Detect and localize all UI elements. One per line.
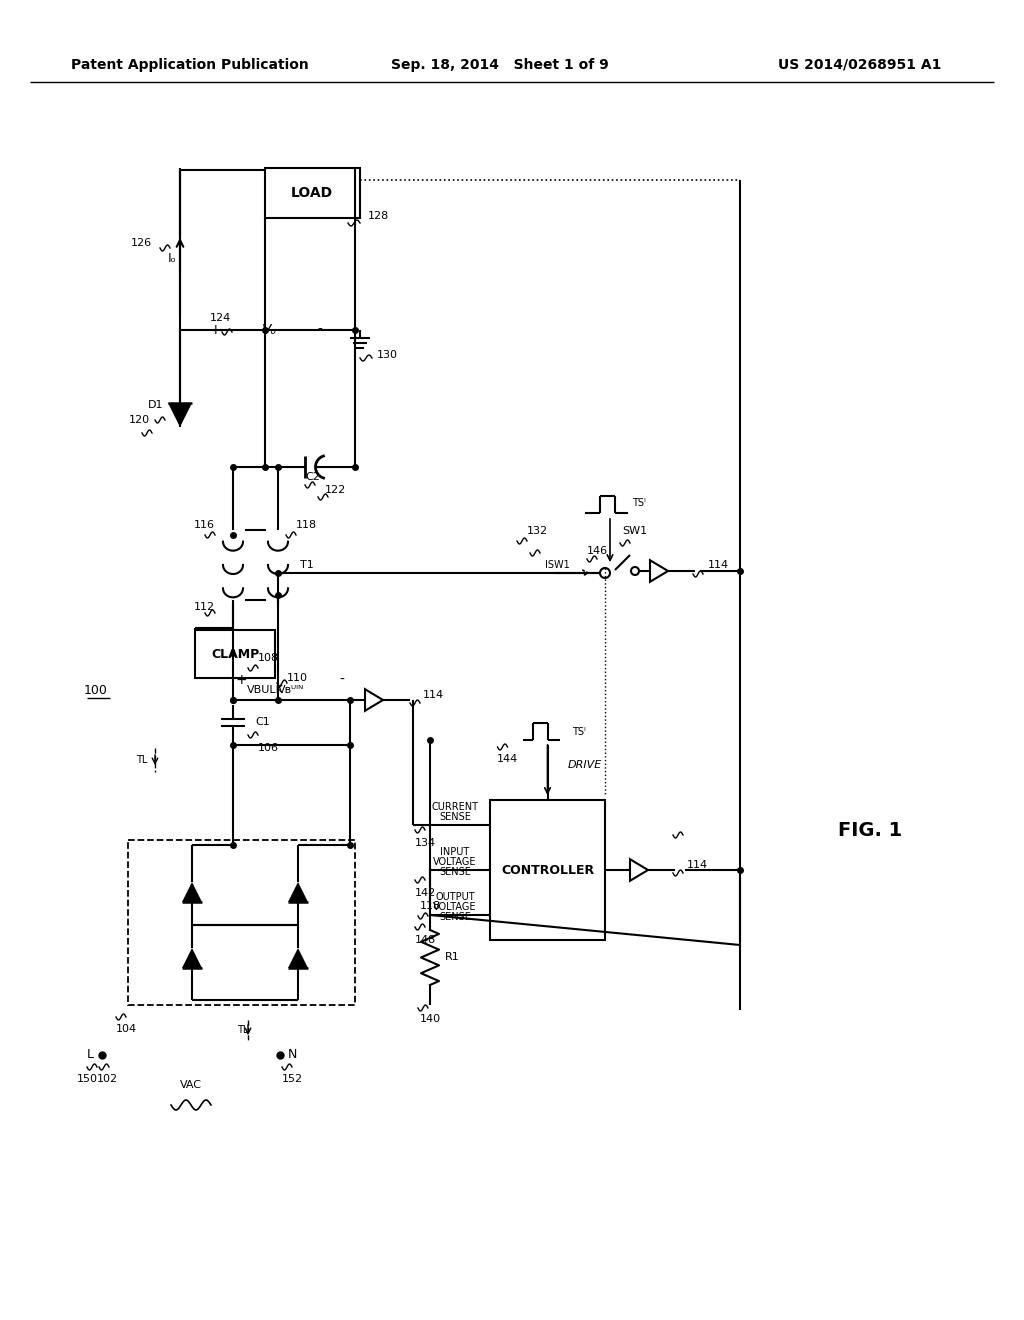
- Text: 144: 144: [497, 754, 518, 764]
- Text: 116: 116: [194, 520, 215, 531]
- Text: Patent Application Publication: Patent Application Publication: [71, 58, 309, 73]
- Text: Iₒ: Iₒ: [168, 252, 177, 264]
- Bar: [128, 840, 355, 1005]
- Text: Vʙᵁˡᴺ: Vʙᵁˡᴺ: [279, 685, 304, 696]
- Text: TSᴵ: TSᴵ: [572, 727, 587, 737]
- Text: 102: 102: [96, 1074, 118, 1084]
- Text: TL: TL: [238, 1026, 249, 1035]
- Text: 106: 106: [258, 743, 279, 752]
- Text: 120: 120: [129, 414, 150, 425]
- Text: 128: 128: [368, 211, 389, 220]
- Text: SW1: SW1: [623, 525, 647, 536]
- Text: CONTROLLER: CONTROLLER: [501, 863, 594, 876]
- Polygon shape: [168, 403, 193, 426]
- Text: C1: C1: [255, 717, 269, 727]
- Text: INPUT: INPUT: [440, 847, 470, 857]
- Text: ISW1: ISW1: [545, 560, 569, 570]
- Text: 150: 150: [77, 1074, 97, 1084]
- Text: +: +: [209, 323, 221, 337]
- Polygon shape: [365, 689, 383, 710]
- Text: 114: 114: [423, 690, 444, 700]
- Text: DRIVE: DRIVE: [567, 760, 602, 770]
- Text: 126: 126: [131, 238, 152, 248]
- Text: VBULK: VBULK: [247, 685, 284, 696]
- Text: 148: 148: [415, 935, 435, 945]
- Text: 140: 140: [420, 1014, 440, 1024]
- Text: 110: 110: [287, 673, 308, 682]
- Text: 104: 104: [116, 1024, 136, 1034]
- Text: 122: 122: [325, 484, 346, 495]
- Text: 114: 114: [687, 861, 709, 870]
- Text: 114: 114: [708, 560, 729, 570]
- Bar: [195, 630, 275, 678]
- Text: US 2014/0268951 A1: US 2014/0268951 A1: [778, 58, 942, 73]
- Polygon shape: [650, 560, 668, 582]
- Text: TSᴵ: TSᴵ: [632, 498, 646, 508]
- Text: OUTPUT: OUTPUT: [435, 892, 475, 902]
- Polygon shape: [182, 948, 202, 968]
- Text: 118: 118: [296, 520, 317, 531]
- Text: -: -: [340, 673, 344, 686]
- Text: -: -: [317, 323, 323, 337]
- Text: R1: R1: [445, 953, 460, 962]
- Text: SENSE: SENSE: [439, 812, 471, 822]
- Polygon shape: [288, 948, 308, 968]
- Text: 132: 132: [527, 525, 548, 536]
- Text: 152: 152: [282, 1074, 302, 1084]
- Polygon shape: [630, 859, 648, 880]
- Text: FIG. 1: FIG. 1: [838, 821, 902, 840]
- Polygon shape: [288, 882, 308, 902]
- Text: CURRENT: CURRENT: [431, 803, 478, 812]
- Text: SENSE: SENSE: [439, 867, 471, 876]
- Text: L: L: [86, 1048, 93, 1061]
- Text: VOLTAGE: VOLTAGE: [433, 857, 477, 867]
- Text: 118: 118: [420, 902, 440, 911]
- Text: 130: 130: [377, 350, 398, 360]
- Text: SENSE: SENSE: [439, 912, 471, 921]
- Text: VAC: VAC: [180, 1080, 202, 1090]
- Bar: [490, 800, 605, 940]
- Text: 146: 146: [587, 546, 607, 556]
- Polygon shape: [182, 882, 202, 902]
- Text: Sep. 18, 2014   Sheet 1 of 9: Sep. 18, 2014 Sheet 1 of 9: [391, 58, 609, 73]
- Text: VOLTAGE: VOLTAGE: [433, 902, 477, 912]
- Text: 112: 112: [194, 602, 215, 612]
- Text: LOAD: LOAD: [291, 186, 333, 201]
- Text: C2: C2: [305, 473, 321, 482]
- Text: 134: 134: [415, 838, 435, 847]
- Text: Vₒ: Vₒ: [262, 323, 278, 337]
- Text: N: N: [288, 1048, 297, 1061]
- Text: TL: TL: [135, 755, 147, 766]
- Text: 100: 100: [84, 684, 108, 697]
- Text: 142: 142: [415, 888, 435, 898]
- Text: T1: T1: [300, 560, 313, 570]
- Text: 124: 124: [209, 313, 230, 323]
- Text: D1: D1: [147, 400, 163, 411]
- Bar: [265, 168, 360, 218]
- Text: 108: 108: [258, 653, 280, 663]
- Text: CLAMP: CLAMP: [211, 648, 259, 660]
- Text: +: +: [236, 673, 247, 686]
